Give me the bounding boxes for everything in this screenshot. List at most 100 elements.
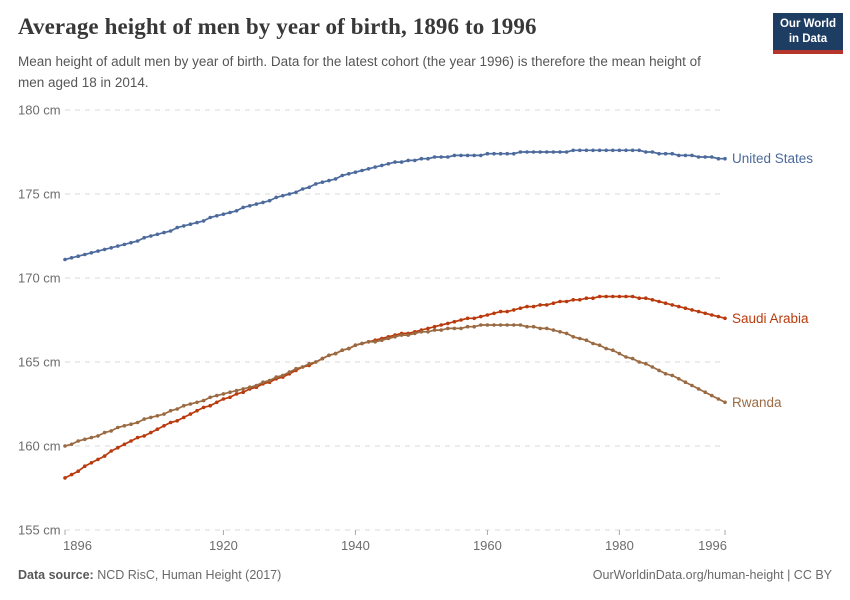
data-point xyxy=(149,430,153,435)
data-point xyxy=(591,341,595,346)
data-point xyxy=(578,298,582,302)
data-point xyxy=(518,150,523,154)
owid-logo[interactable]: Our World in Data xyxy=(772,13,843,54)
data-point xyxy=(479,323,483,327)
data-point xyxy=(201,405,206,410)
data-point xyxy=(360,168,364,173)
data-point xyxy=(677,377,681,381)
chart-title: Average height of men by year of birth, … xyxy=(18,14,537,39)
data-point xyxy=(221,392,226,396)
data-point xyxy=(683,153,688,158)
series-line-united-states[interactable] xyxy=(64,149,726,261)
data-point xyxy=(624,148,628,153)
series-points-rwanda xyxy=(63,323,727,448)
data-point xyxy=(604,294,608,299)
data-point xyxy=(710,155,714,159)
data-point xyxy=(432,324,437,329)
data-point xyxy=(723,156,727,161)
series-line-rwanda[interactable] xyxy=(64,324,726,447)
data-point xyxy=(261,200,265,205)
data-point xyxy=(637,148,641,153)
data-point xyxy=(135,435,140,440)
data-point xyxy=(102,247,107,252)
data-point xyxy=(650,298,655,302)
data-point xyxy=(584,148,589,153)
data-point xyxy=(617,294,622,299)
data-point xyxy=(604,346,608,351)
data-point xyxy=(505,323,510,327)
data-point xyxy=(531,150,536,154)
series-saudi-arabia[interactable]: Saudi Arabia xyxy=(63,294,809,480)
data-point xyxy=(650,150,655,154)
data-point xyxy=(195,220,199,225)
data-point xyxy=(234,392,239,396)
data-point xyxy=(254,383,259,388)
data-point xyxy=(89,251,94,255)
y-axis-label-170: 170 cm xyxy=(18,271,61,286)
x-axis-label-1996: 1996 xyxy=(698,538,727,553)
series-line-saudi-arabia[interactable] xyxy=(64,295,726,479)
data-point xyxy=(538,303,542,307)
data-source-text: NCD RisC, Human Height (2017) xyxy=(93,568,282,582)
data-point xyxy=(439,323,444,327)
data-point xyxy=(710,393,714,398)
data-point xyxy=(452,153,457,158)
data-point xyxy=(637,360,641,364)
data-point xyxy=(446,326,450,331)
data-point xyxy=(432,155,437,159)
data-point xyxy=(611,294,615,299)
data-point xyxy=(452,319,457,324)
data-point xyxy=(452,326,457,331)
data-point xyxy=(492,323,496,327)
data-point xyxy=(703,311,707,316)
data-point xyxy=(188,412,193,416)
data-point xyxy=(472,324,477,329)
data-point xyxy=(657,299,661,304)
data-point xyxy=(267,378,272,383)
data-point xyxy=(129,240,133,245)
owid-logo-line1: Our World xyxy=(779,18,836,30)
data-point xyxy=(175,225,179,230)
data-point xyxy=(525,304,529,309)
data-point xyxy=(248,204,252,208)
data-point xyxy=(261,380,265,385)
data-point xyxy=(142,417,146,421)
data-point xyxy=(201,398,206,403)
data-point xyxy=(149,415,153,420)
data-point xyxy=(215,393,219,398)
data-point xyxy=(492,151,496,156)
data-point xyxy=(485,323,490,327)
data-point xyxy=(248,385,252,390)
data-point xyxy=(426,330,430,334)
data-point xyxy=(69,256,74,260)
data-point xyxy=(564,331,569,336)
data-point xyxy=(512,151,516,156)
series-points-united-states xyxy=(63,148,727,262)
data-point xyxy=(122,242,127,247)
data-point xyxy=(168,408,173,413)
data-point xyxy=(76,439,80,443)
data-point xyxy=(564,299,569,304)
series-rwanda[interactable]: Rwanda xyxy=(63,323,782,448)
y-axis-label-160: 160 cm xyxy=(18,439,61,454)
data-point xyxy=(512,308,516,312)
data-point xyxy=(578,148,582,153)
data-point xyxy=(83,464,87,469)
data-point xyxy=(558,299,562,304)
data-point xyxy=(201,219,206,223)
data-point xyxy=(241,387,245,391)
data-point xyxy=(525,324,529,329)
data-point xyxy=(703,390,707,395)
y-axis-label-175: 175 cm xyxy=(18,187,61,202)
data-point xyxy=(597,343,602,347)
data-point xyxy=(366,340,371,344)
data-point xyxy=(479,153,483,158)
data-point xyxy=(307,361,312,366)
data-point xyxy=(644,150,648,154)
height-line-chart[interactable]: 155 cm 160 cm 165 cm 170 cm 175 cm 180 cm 1896… xyxy=(0,95,850,565)
credit-link[interactable]: OurWorldinData.org/human-height | CC BY xyxy=(592,568,832,582)
data-point xyxy=(663,372,668,376)
data-point xyxy=(182,415,186,420)
data-point xyxy=(340,173,345,178)
series-united-states[interactable]: United States xyxy=(63,148,813,262)
